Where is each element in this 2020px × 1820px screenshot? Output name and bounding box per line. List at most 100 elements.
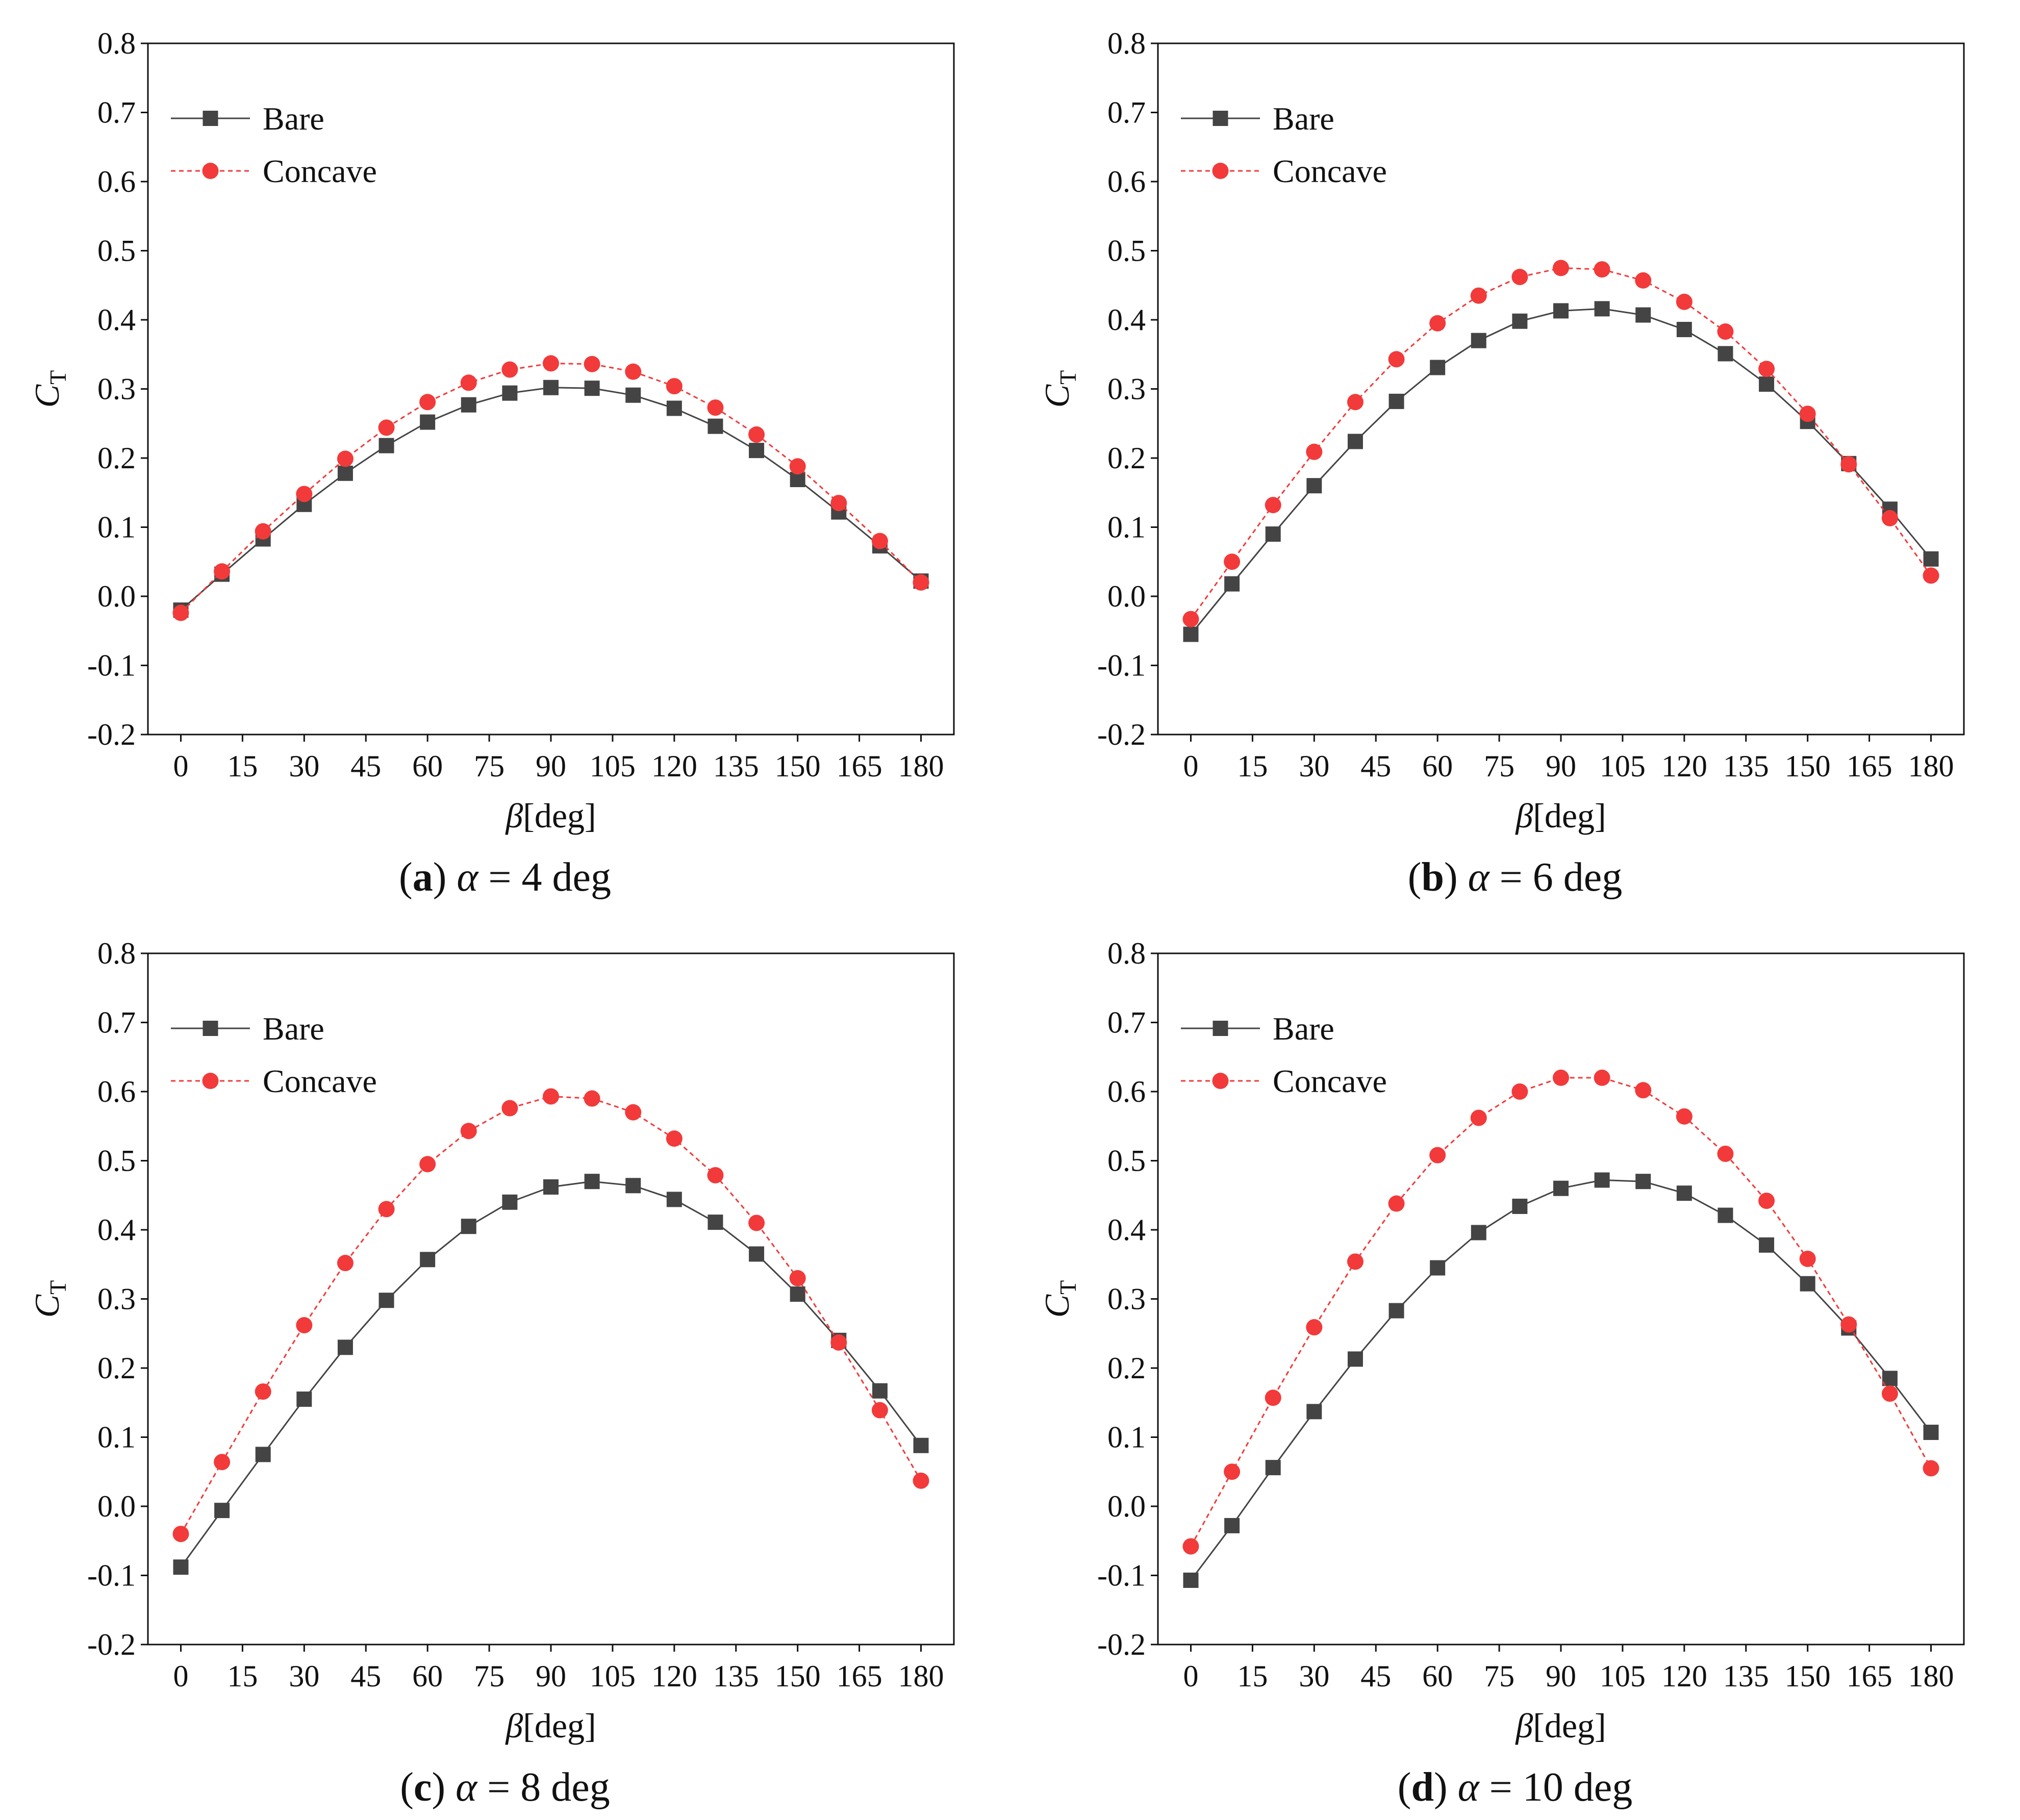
bare-point: [1306, 478, 1322, 494]
bare-point: [461, 397, 476, 413]
caption-value: = 4 deg: [478, 855, 611, 900]
x-tick-label: 90: [1546, 1659, 1576, 1693]
caption-value: = 8 deg: [477, 1765, 610, 1810]
x-axis-label: β[deg]: [1514, 1706, 1606, 1745]
y-tick-label: 0.6: [1107, 1075, 1146, 1108]
chart-d-caption: (d) α = 10 deg: [1397, 1765, 1633, 1810]
y-tick-label: 0.2: [97, 1351, 136, 1385]
concave-point: [255, 1383, 271, 1400]
y-tick-label: 0.6: [1107, 165, 1146, 198]
legend-concave-label: Concave: [263, 1063, 377, 1099]
concave-point: [1676, 293, 1693, 310]
concave-point: [913, 574, 929, 591]
chart-c-plot: -0.2 -0.1 0.0 0.1 0.2 0.3 0.4 0.5 0.6 0.7 0.8 0 15 30…: [28, 937, 955, 1745]
x-tick-label: 180: [1908, 749, 1954, 783]
y-tick-label: 0.1: [97, 511, 136, 544]
bare-point: [1594, 301, 1610, 317]
x-tick-label: 45: [1360, 749, 1391, 783]
x-tick-label: 0: [1183, 749, 1198, 783]
x-tick-label: 120: [651, 1659, 697, 1693]
concave-point: [419, 1156, 436, 1173]
caption-alpha: α: [1457, 1765, 1479, 1810]
concave-point: [625, 363, 642, 380]
y-tick-label: 0.0: [97, 579, 136, 613]
concave-point: [584, 356, 600, 372]
bare-point: [1553, 1180, 1569, 1196]
x-tick-label: 90: [1546, 749, 1576, 783]
x-tick-label: 60: [1422, 749, 1453, 783]
bare-point: [1759, 1237, 1775, 1253]
concave-point: [1758, 1193, 1775, 1209]
legend-bare-label: Bare: [263, 100, 324, 137]
concave-point: [543, 1088, 559, 1105]
bare-series-line: [180, 1180, 922, 1568]
concave-point: [1881, 510, 1898, 526]
concave-point: [1182, 611, 1199, 627]
y-tick-label: 0.0: [1107, 1489, 1146, 1523]
caption-value: = 10 deg: [1479, 1765, 1633, 1810]
x-tick-label: 90: [536, 749, 566, 783]
concave-point: [1224, 553, 1241, 570]
y-axis-label: CT: [28, 1280, 71, 1318]
concave-point: [789, 1270, 806, 1286]
x-tick-label: 120: [1661, 1659, 1707, 1693]
bare-point: [1635, 1174, 1651, 1190]
bare-point: [1347, 1351, 1363, 1367]
y-tick-label: 0.8: [1107, 937, 1146, 970]
x-tick-label: 75: [1484, 1659, 1514, 1693]
concave-point: [1594, 261, 1610, 278]
concave-point: [419, 394, 436, 411]
concave-point: [1881, 1385, 1898, 1402]
concave-point: [460, 1123, 477, 1140]
caption-value: = 6 deg: [1489, 855, 1623, 900]
y-tick-label: -0.2: [87, 1628, 136, 1661]
concave-point: [378, 1201, 395, 1218]
concave-point: [1306, 1319, 1323, 1336]
y-tick-label: 0.5: [97, 1144, 136, 1178]
x-tick-label: 105: [590, 749, 636, 783]
x-tick-label: 135: [713, 749, 759, 783]
concave-point: [1635, 272, 1652, 289]
y-tick-label: 0.2: [1107, 441, 1146, 475]
y-tick-label: 0.3: [1107, 1282, 1146, 1316]
concave-point: [1511, 268, 1528, 285]
x-tick-label: 135: [1723, 749, 1769, 783]
x-tick-label: 105: [590, 1659, 636, 1693]
concave-point: [748, 1215, 765, 1231]
bare-point: [790, 1286, 805, 1302]
legend-concave-label: Concave: [263, 153, 377, 189]
x-tick-label: 30: [1299, 749, 1329, 783]
y-tick-label: -0.1: [87, 1559, 136, 1592]
y-axis-label: CT: [1038, 1280, 1081, 1318]
legend-bare-marker: [1213, 111, 1228, 126]
x-tick-label: 135: [1723, 1659, 1769, 1693]
concave-series-line: [180, 362, 922, 614]
bare-point: [1635, 307, 1651, 323]
bare-point: [420, 1252, 436, 1268]
bare-point: [502, 385, 518, 401]
bare-point: [1265, 526, 1281, 542]
y-tick-label: 0.5: [97, 234, 136, 268]
caption-letter: b: [1421, 855, 1444, 900]
y-axis-label: CT: [28, 370, 71, 408]
bare-series-line: [1190, 1179, 1932, 1581]
concave-point: [296, 1317, 313, 1333]
bare-point: [173, 1559, 189, 1575]
bare-point: [1718, 1207, 1733, 1223]
x-tick-label: 15: [1237, 749, 1268, 783]
legend-bare-marker: [203, 1021, 218, 1036]
concave-point: [1429, 315, 1446, 332]
x-tick-label: 165: [837, 1659, 882, 1693]
x-tick-label: 165: [837, 749, 882, 783]
concave-point: [789, 458, 806, 475]
x-tick-label: 45: [1360, 1659, 1391, 1693]
concave-point: [1470, 1109, 1487, 1126]
concave-point: [1553, 260, 1569, 276]
x-tick-label: 60: [1422, 1659, 1453, 1693]
concave-point: [172, 1526, 189, 1543]
concave-point: [1799, 406, 1816, 422]
x-tick-label: 135: [713, 1659, 759, 1693]
plot-frame: [1157, 952, 1965, 1646]
x-tick-label: 30: [1299, 1659, 1329, 1693]
concave-point: [1553, 1069, 1569, 1086]
